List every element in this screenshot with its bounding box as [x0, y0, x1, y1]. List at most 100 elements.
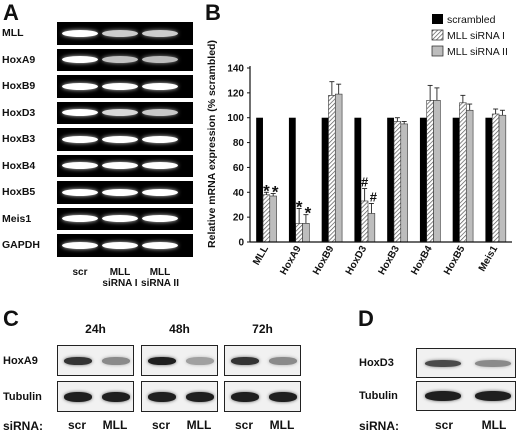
- gel-lane-strip: [57, 22, 193, 45]
- bar-scrambled: [419, 117, 427, 242]
- gel-band: [102, 109, 138, 117]
- gel-lane-strip: [57, 154, 193, 177]
- gel-lane-label: MLL siRNA I: [102, 266, 138, 289]
- bar-mll-sirna-ii: [498, 114, 507, 243]
- bar-mll-sirna-i: [459, 102, 467, 243]
- blot-box: [416, 381, 516, 411]
- blot-band: [186, 356, 214, 365]
- gel-band: [142, 162, 178, 170]
- y-tick-label: 100: [227, 113, 244, 124]
- bar-scrambled: [321, 117, 329, 242]
- y-axis-label: Relative mRNA expression (% scrambled): [206, 40, 218, 248]
- bar-mll-sirna-ii: [465, 109, 474, 243]
- gel-band: [102, 82, 138, 90]
- blot-row-label: Tubulin: [3, 391, 42, 403]
- bar-mll-sirna-ii: [334, 93, 343, 243]
- gel-gene-label: GAPDH: [2, 239, 40, 251]
- blot-lane-label: scr: [151, 418, 171, 432]
- blot-band: [148, 356, 176, 365]
- bar-mll-sirna-ii: [302, 223, 310, 243]
- gel-band: [102, 188, 138, 196]
- x-tick-label: HoxB3: [377, 244, 403, 277]
- bar-scrambled: [452, 117, 460, 242]
- significance-marker: #: [370, 189, 378, 204]
- blot-lane-label: MLL: [102, 418, 128, 432]
- timepoint-label: 72h: [252, 322, 273, 336]
- blot-lane-label: MLL: [481, 418, 507, 432]
- significance-marker: #: [361, 175, 369, 190]
- bar-mll-sirna-i: [295, 223, 303, 243]
- blot-box: [224, 381, 301, 412]
- legend-swatch: [431, 45, 444, 57]
- x-tick-label: Meis1: [477, 244, 501, 274]
- blot-lane-label: MLL: [269, 418, 295, 432]
- y-tick-label: 40: [233, 188, 245, 199]
- y-tick-label: 120: [227, 88, 244, 99]
- gel-band: [62, 109, 98, 117]
- blot-band: [102, 356, 130, 365]
- x-tick-label: MLL: [251, 244, 271, 267]
- gel-band: [102, 241, 138, 249]
- gel-band: [62, 215, 98, 223]
- x-tick-label: HoxA9: [278, 244, 304, 277]
- bar-mll-sirna-i: [262, 194, 271, 243]
- gel-band: [142, 56, 178, 64]
- bar-mll-sirna-i: [491, 113, 500, 243]
- bar-mll-sirna-ii: [269, 195, 277, 243]
- gel-band: [102, 215, 138, 223]
- x-tick-label: HoxB5: [442, 244, 468, 277]
- blot-lane-label: scr: [234, 418, 254, 432]
- blot-lane-label: scr: [434, 418, 454, 432]
- gel-band: [102, 29, 138, 37]
- gel-gene-label: HoxB3: [2, 133, 36, 145]
- panel-letter-a: A: [3, 0, 19, 25]
- gel-band: [102, 162, 138, 170]
- y-tick-label: 140: [227, 64, 244, 75]
- y-tick-label: 20: [233, 213, 245, 224]
- bar-mll-sirna-i: [328, 95, 336, 243]
- blot-box: [141, 381, 218, 412]
- chart-bars: * ** *##: [256, 81, 507, 243]
- gel-band: [142, 215, 178, 223]
- gel-gene-label: HoxB5: [2, 186, 36, 198]
- panel-letter-c: C: [3, 306, 19, 331]
- bar-scrambled: [288, 117, 296, 242]
- blot-box: [416, 348, 516, 378]
- gel-lane-strip: [57, 181, 193, 204]
- blot-band: [186, 391, 214, 402]
- gel-lane-label: MLL siRNA II: [141, 266, 179, 289]
- gel-gene-label: HoxB9: [2, 80, 36, 92]
- blot-band: [231, 356, 259, 365]
- blot-row-label: HoxD3: [359, 357, 394, 369]
- legend-label: MLL siRNA I: [447, 30, 505, 42]
- gel-band: [62, 135, 98, 143]
- blot-band: [425, 391, 461, 401]
- x-tick-label: HoxB9: [311, 244, 337, 277]
- bar-mll-sirna-ii: [433, 100, 441, 243]
- blot-box: [57, 381, 134, 412]
- bar-mll-sirna-ii: [367, 213, 376, 243]
- blot-lane-label: scr: [67, 418, 87, 432]
- x-tick-label: HoxB4: [409, 244, 435, 277]
- chart-legend: scrambled MLL siRNA I MLL siRNA II: [431, 14, 508, 58]
- panel-letter-d: D: [358, 306, 374, 331]
- blot-band: [64, 391, 92, 402]
- panel-letter-b: B: [205, 0, 221, 25]
- blot-box: [224, 345, 301, 376]
- gel-gene-label: HoxB4: [2, 159, 36, 172]
- gel-band: [142, 29, 178, 37]
- legend-label: MLL siRNA II: [447, 46, 508, 58]
- significance-marker: *: [296, 197, 303, 216]
- y-tick-label: 80: [233, 138, 245, 149]
- sirna-label: siRNA:: [359, 419, 400, 433]
- legend-swatch: [432, 14, 443, 24]
- gel-gene-label: MLL: [2, 27, 24, 39]
- bar-mll-sirna-ii: [400, 123, 408, 243]
- sirna-label: siRNA:: [3, 419, 44, 433]
- blot-band: [231, 391, 259, 402]
- gel-lane-label: scr: [72, 266, 88, 278]
- gel-gene-label: HoxA9: [2, 53, 36, 66]
- gel-band: [102, 135, 138, 143]
- blot-band: [269, 356, 297, 365]
